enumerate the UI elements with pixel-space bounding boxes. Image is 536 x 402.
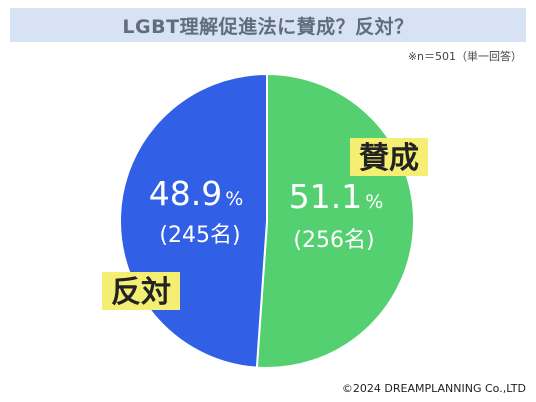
slice-percent-agree: 51.1% <box>289 177 384 216</box>
slice-name-badge-oppose <box>102 272 180 310</box>
slice-name-badge-agree <box>350 138 428 176</box>
slice-count-agree: (256名) <box>293 228 374 253</box>
pie-slice-oppose <box>119 72 268 369</box>
chart-title-bar: LGBT理解促進法に賛成？反対？ <box>10 8 526 42</box>
slice-count-oppose: (245名) <box>159 223 240 248</box>
chart-title: LGBT理解促進法に賛成？反対？ <box>122 15 414 38</box>
slice-name-oppose: 反対 <box>111 275 171 310</box>
slice-percent-oppose: 48.9% <box>149 174 244 213</box>
pie-slice-agree <box>255 72 415 369</box>
copyright-credit: ©2024 DREAMPLANNING Co.,LTD <box>341 382 526 395</box>
slice-name-agree: 賛成 <box>359 141 419 176</box>
sample-size-note: ※n＝501（単一回答） <box>407 50 522 63</box>
